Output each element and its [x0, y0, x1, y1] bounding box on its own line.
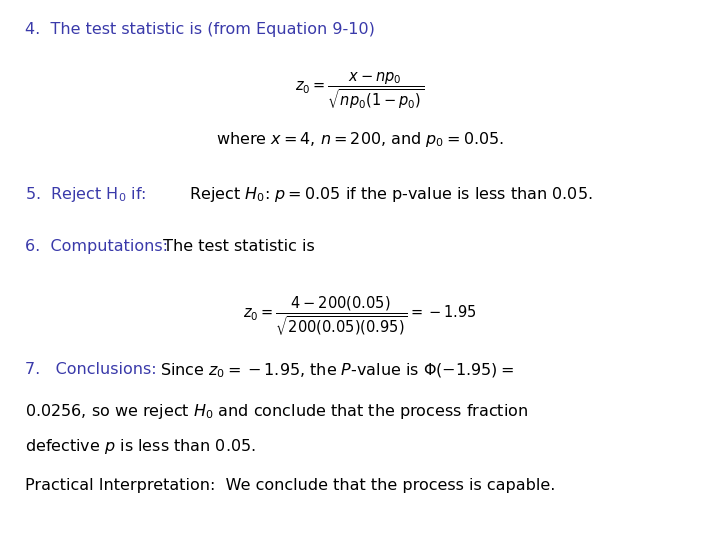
Text: 0.0256, so we reject $H_0$ and conclude that the process fraction: 0.0256, so we reject $H_0$ and conclude …: [25, 402, 528, 421]
Text: Reject $H_0$: $p = 0.05$ if the p-value is less than 0.05.: Reject $H_0$: $p = 0.05$ if the p-value …: [184, 185, 593, 204]
Text: Since $z_0 = -1.95$, the $P$-value is $\Phi(-1.95) =$: Since $z_0 = -1.95$, the $P$-value is $\…: [155, 362, 514, 380]
Text: The test statistic is: The test statistic is: [158, 239, 315, 254]
Text: 5.  Reject H$_0$ if:: 5. Reject H$_0$ if:: [25, 185, 146, 204]
Text: Practical Interpretation:  We conclude that the process is capable.: Practical Interpretation: We conclude th…: [25, 478, 556, 493]
Text: $z_0 = \dfrac{4 - 200(0.05)}{\sqrt{200(0.05)(0.95)}} = -1.95$: $z_0 = \dfrac{4 - 200(0.05)}{\sqrt{200(0…: [243, 294, 477, 338]
Text: 7.   Conclusions:: 7. Conclusions:: [25, 362, 157, 377]
Text: defective $p$ is less than 0.05.: defective $p$ is less than 0.05.: [25, 437, 256, 456]
Text: 6.  Computations:: 6. Computations:: [25, 239, 168, 254]
Text: where $x = 4$, $n = 200$, and $p_0 = 0.05$.: where $x = 4$, $n = 200$, and $p_0 = 0.0…: [216, 130, 504, 148]
Text: $z_0 = \dfrac{x - np_0}{\sqrt{np_0(1-p_0)}}$: $z_0 = \dfrac{x - np_0}{\sqrt{np_0(1-p_0…: [295, 70, 425, 111]
Text: 4.  The test statistic is (from Equation 9-10): 4. The test statistic is (from Equation …: [25, 22, 375, 37]
